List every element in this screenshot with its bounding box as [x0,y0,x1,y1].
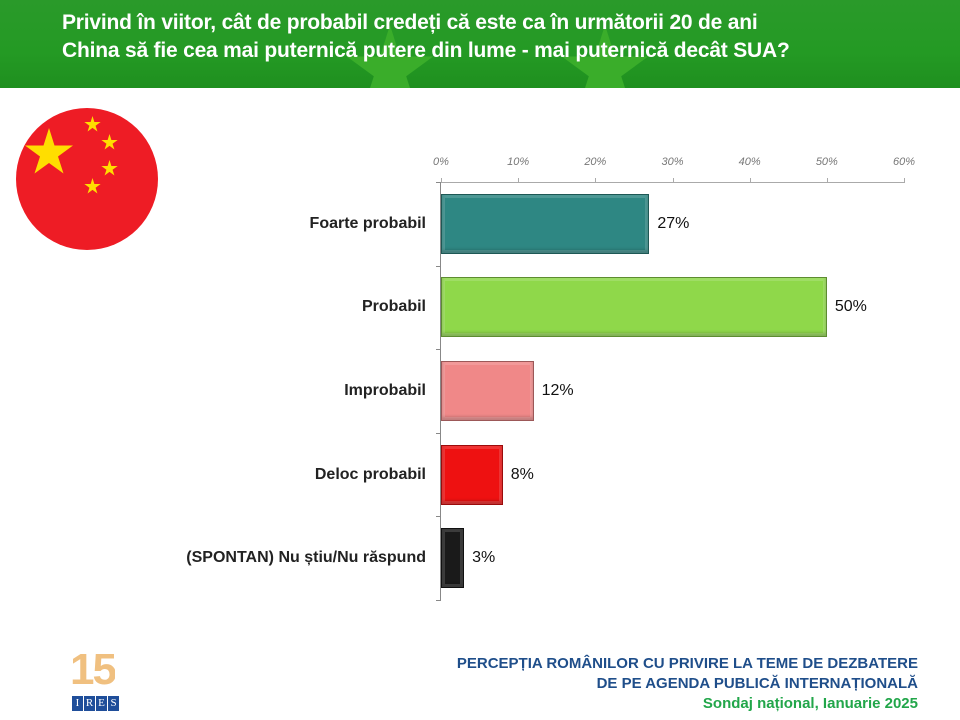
x-tick-mark [826,178,828,183]
data-label: 3% [472,549,496,567]
category-label: (SPONTAN) Nu știu/Nu răspund [186,549,426,567]
title-line-2: China să fie cea mai puternică putere di… [62,39,790,62]
footer-line-1: PERCEPȚIA ROMÂNILOR CU PRIVIRE LA TEME D… [456,655,918,672]
china-flag-icon [16,108,158,250]
category-label: Deloc probabil [314,465,426,483]
y-tick-mark [436,600,441,601]
star-decoration-icon [346,25,434,88]
footer-line-2: DE PE AGENDA PUBLICĂ INTERNAȚIONALĂ [596,675,918,692]
y-tick-mark [436,182,441,183]
footer: PERCEPȚIA ROMÂNILOR CU PRIVIRE LA TEME D… [457,654,918,714]
header-banner: Privind în viitor, cât de probabil crede… [0,0,960,88]
x-tick-label: 40% [738,156,761,168]
x-tick-label: 30% [661,156,684,168]
x-tick-label: 10% [507,156,530,168]
category-label: Probabil [361,298,426,316]
y-tick-mark [436,265,441,267]
y-tick-mark [436,432,441,434]
category-label: Improbabil [344,382,426,399]
bar [441,528,465,589]
category-label: Foarte probabil [309,214,426,232]
x-tick-label: 60% [892,156,916,168]
star-decoration-icon [561,25,649,88]
logo-number: 15 [70,648,115,692]
x-tick-mark [441,178,442,183]
bar [441,277,827,338]
title-line-1: Privind în viitor, cât de probabil crede… [62,11,758,34]
x-tick-mark [749,178,751,183]
page-title: Privind în viitor, cât de probabil crede… [62,9,922,65]
y-tick-mark [436,349,441,351]
flag-stars-icon [25,116,118,194]
data-label: 12% [541,382,574,399]
y-tick-mark [436,516,441,518]
data-label: 27% [657,214,690,232]
data-label: 8% [510,465,534,483]
bar [441,193,650,254]
x-tick-label: 50% [815,156,838,168]
data-label: 50% [834,298,867,316]
bar [441,361,534,421]
x-tick-mark [518,178,520,183]
x-tick-mark [595,178,597,183]
survey-date: Sondaj național, Ianuarie 2025 [702,695,918,712]
x-tick-label: 0% [433,156,449,168]
x-tick-mark [904,178,905,183]
x-tick-label: 20% [584,156,607,168]
x-tick-mark [672,178,674,183]
bar [441,444,503,505]
y-axis [440,182,441,600]
